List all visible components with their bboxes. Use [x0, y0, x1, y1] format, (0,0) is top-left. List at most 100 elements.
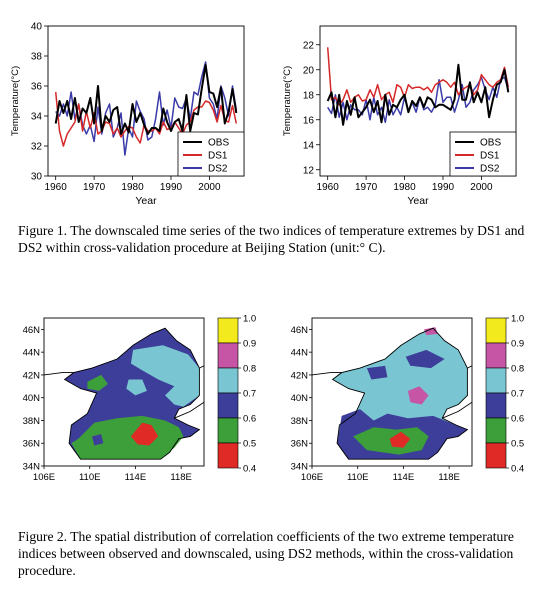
- colorbar-segment: [485, 317, 507, 344]
- y-tick-label: 14: [303, 140, 315, 151]
- region-outline: [331, 327, 469, 460]
- y-tick-label: 20: [303, 65, 315, 76]
- colorbar-segment: [217, 317, 239, 344]
- y-axis-label: Temperature(°C): [282, 66, 293, 136]
- legend-label-ds2: DS2: [480, 164, 500, 175]
- colorbar-label: 0.7: [243, 389, 256, 400]
- x-tick-label: 2000: [198, 182, 221, 193]
- colorbar-label: 0.4: [511, 464, 524, 475]
- x-tick-label: 1980: [393, 182, 416, 193]
- series-line-obs: [54, 64, 238, 135]
- region-magenta-center: [408, 386, 429, 405]
- colorbar-segment: [217, 367, 239, 394]
- chart-min-temperature: 12 14 16 18 20 22 1960 1970 1980 1990 2000 Year Temp…: [282, 25, 517, 207]
- lat-tick-label: 44N: [23, 348, 41, 359]
- region-red-south: [389, 431, 411, 448]
- lon-tick-label: 118E: [438, 472, 459, 483]
- colorbar-segment: [217, 342, 239, 369]
- map-region-group: [312, 327, 472, 460]
- x-axis-label: Year: [407, 195, 429, 207]
- colorbar-label: 1.0: [511, 314, 524, 325]
- region-green-south: [71, 415, 184, 460]
- y-tick-label: 34: [31, 112, 43, 123]
- x-tick-label: 1970: [355, 182, 378, 193]
- x-tick-label: 1960: [317, 182, 340, 193]
- colorbar-segment: [485, 442, 507, 469]
- chart-max-temperature: 30 32 34 36 38 40 1960 1970 1980 1990 2000 Year Temp…: [10, 22, 245, 207]
- legend-label-obs: OBS: [208, 138, 229, 149]
- map-frame: [43, 317, 205, 467]
- lat-tick-label: 42N: [291, 370, 309, 381]
- x-tick-label: 1960: [45, 182, 68, 193]
- colorbar-label: 0.5: [243, 439, 256, 450]
- region-outline: [63, 327, 201, 460]
- colorbar-segment: [485, 417, 507, 444]
- lat-tick-label: 36N: [291, 439, 309, 450]
- figure-2-caption: Figure 2. The spatial distribution of co…: [18, 529, 514, 578]
- colorbar-label: 0.7: [511, 389, 524, 400]
- coastline: [442, 401, 472, 419]
- lat-tick-label: 46N: [291, 325, 309, 336]
- lat-tick-label: 34N: [23, 462, 41, 473]
- x-tick-label: 1970: [83, 182, 106, 193]
- lon-tick-label: 106E: [301, 472, 323, 483]
- map-frame: [311, 317, 473, 467]
- x-axis-label: Year: [135, 195, 157, 207]
- y-tick-label: 38: [31, 52, 43, 63]
- y-tick-label: 40: [31, 22, 43, 33]
- lat-tick-label: 38N: [291, 416, 309, 427]
- colorbar-label: 0.9: [511, 339, 524, 350]
- lat-tick-label: 40N: [23, 393, 41, 404]
- colorbar-label: 0.4: [243, 464, 256, 475]
- lat-tick-label: 36N: [23, 439, 41, 450]
- x-tick-label: 1990: [432, 182, 455, 193]
- series-line-ds1: [326, 47, 510, 106]
- y-tick-label: 36: [31, 82, 43, 93]
- y-tick-label: 22: [303, 40, 315, 51]
- colorbar-segment: [217, 392, 239, 419]
- coastline: [174, 401, 204, 419]
- region-navy-north: [405, 349, 445, 369]
- boundary-east: [199, 365, 204, 369]
- legend-label-ds2: DS2: [208, 164, 228, 175]
- lat-tick-label: 34N: [291, 462, 309, 473]
- lat-tick-label: 38N: [23, 416, 41, 427]
- region-cyan-north: [130, 345, 200, 407]
- colorbar-label: 0.9: [243, 339, 256, 350]
- x-tick-label: 2000: [470, 182, 493, 193]
- legend-label-ds1: DS1: [480, 151, 500, 162]
- y-tick-label: 30: [31, 172, 43, 183]
- lon-tick-label: 114E: [393, 472, 414, 483]
- colorbar-label: 0.5: [511, 439, 524, 450]
- lat-tick-label: 44N: [291, 348, 309, 359]
- colorbar-segment: [217, 417, 239, 444]
- boundary-east: [467, 365, 472, 369]
- legend-label-obs: OBS: [480, 138, 501, 149]
- region-navy-west: [366, 365, 388, 380]
- lon-tick-label: 114E: [125, 472, 146, 483]
- lon-tick-label: 110E: [79, 472, 100, 483]
- colorbar-segment: [217, 442, 239, 469]
- lon-tick-label: 110E: [347, 472, 368, 483]
- colorbar-label: 0.6: [243, 414, 256, 425]
- lat-tick-label: 46N: [23, 325, 41, 336]
- colorbar-segment: [485, 392, 507, 419]
- colorbar-label: 0.8: [511, 364, 524, 375]
- y-axis-label: Temperature(°C): [10, 66, 21, 136]
- x-tick-label: 1990: [160, 182, 183, 193]
- colorbar-label: 0.6: [511, 414, 524, 425]
- boundary-west: [44, 372, 74, 376]
- legend-label-ds1: DS1: [208, 151, 228, 162]
- y-tick-label: 18: [303, 90, 315, 101]
- x-tick-label: 1980: [121, 182, 144, 193]
- lon-tick-label: 106E: [33, 472, 55, 483]
- series-line-obs: [326, 63, 510, 126]
- lon-tick-label: 118E: [170, 472, 191, 483]
- lat-tick-label: 42N: [23, 370, 41, 381]
- figure-1-caption: Figure 1. The downscaled time series of …: [18, 223, 525, 255]
- y-tick-label: 16: [303, 115, 315, 126]
- lat-tick-label: 40N: [291, 393, 309, 404]
- colorbar-label: 0.8: [243, 364, 256, 375]
